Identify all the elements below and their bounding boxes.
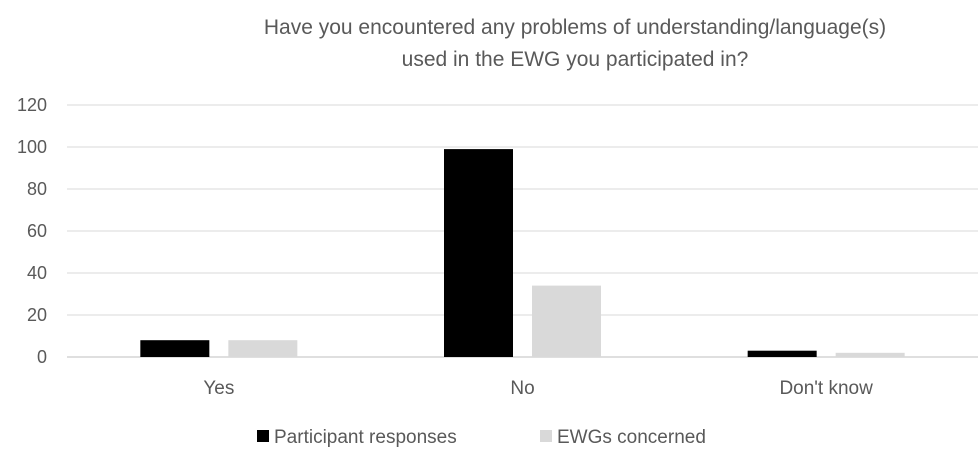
bar <box>532 285 601 357</box>
y-tick-label: 0 <box>37 347 47 367</box>
y-tick-label: 100 <box>17 137 47 157</box>
y-tick-label: 60 <box>27 221 47 241</box>
legend-swatch <box>257 430 269 442</box>
legend-swatch <box>540 430 552 442</box>
x-category-label: No <box>510 378 534 399</box>
bars <box>140 149 905 357</box>
y-tick-label: 40 <box>27 263 47 283</box>
bar <box>444 149 513 357</box>
x-category-label: Don't know <box>779 378 873 399</box>
legend-label: EWGs concerned <box>557 427 706 448</box>
legend-label: Participant responses <box>274 427 457 448</box>
chart-title: Have you encountered any problems of und… <box>264 16 886 71</box>
bar <box>835 352 905 357</box>
y-tick-label: 80 <box>27 179 47 199</box>
bar <box>228 340 298 357</box>
x-category-label: Yes <box>203 378 234 399</box>
legend: Participant responses EWGs concerned <box>257 427 706 448</box>
y-tick-label: 20 <box>27 305 47 325</box>
y-tick-label: 120 <box>17 95 47 115</box>
bar <box>140 340 210 357</box>
chart-title-line-2: used in the EWG you participated in? <box>402 48 749 71</box>
y-axis: 0 20 40 60 80 100 120 <box>17 95 47 367</box>
chart-title-line-1: Have you encountered any problems of und… <box>264 16 886 39</box>
x-axis: Yes No Don't know <box>203 378 873 399</box>
gridlines <box>67 104 978 358</box>
bar <box>747 350 817 357</box>
